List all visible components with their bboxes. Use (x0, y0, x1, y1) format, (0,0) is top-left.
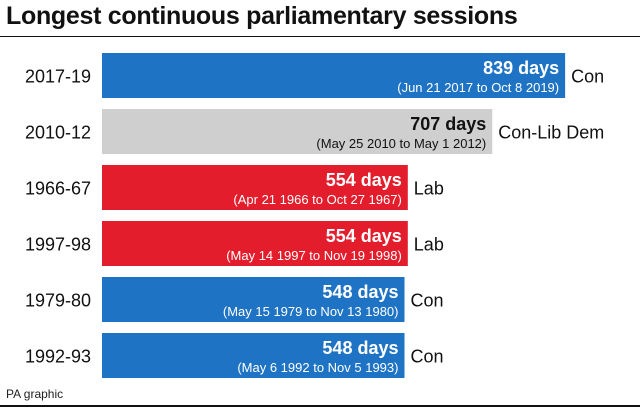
category-label: 1979-80 (25, 291, 91, 311)
party-label: Con (571, 67, 604, 87)
date-range-label: (May 15 1979 to Nov 13 1980) (223, 304, 399, 319)
date-range-label: (May 14 1997 to Nov 19 1998) (226, 248, 402, 263)
bar-chart: 2017-19 839 days (Jun 21 2017 to Oct 8 201… (25, 53, 604, 378)
title-divider (0, 36, 640, 37)
value-label: 839 days (483, 58, 559, 78)
date-range-label: (Jun 21 2017 to Oct 8 2019) (397, 80, 559, 95)
date-range-label: (May 25 2010 to May 1 2012) (316, 136, 486, 151)
party-label: Lab (414, 235, 444, 255)
footer-divider (0, 405, 640, 407)
category-label: 2010-12 (25, 123, 91, 143)
source-credit: PA graphic (6, 387, 64, 401)
bar (102, 333, 405, 378)
party-label: Con-Lib Dem (498, 123, 604, 143)
party-label: Con (410, 347, 443, 367)
category-label: 1992-93 (25, 347, 91, 367)
date-range-label: (May 6 1992 to Nov 5 1993) (237, 360, 398, 375)
bar (102, 277, 405, 322)
bar (102, 221, 408, 266)
value-label: 554 days (326, 226, 402, 246)
chart-title: Longest continuous parliamentary session… (6, 2, 518, 30)
value-label: 554 days (326, 170, 402, 190)
value-label: 548 days (322, 282, 398, 302)
party-label: Lab (414, 179, 444, 199)
value-label: 548 days (322, 338, 398, 358)
bar (102, 53, 566, 98)
bar (102, 165, 408, 210)
category-label: 1966-67 (25, 179, 91, 199)
category-label: 2017-19 (25, 67, 91, 87)
date-range-label: (Apr 21 1966 to Oct 27 1967) (233, 192, 401, 207)
value-label: 707 days (410, 114, 486, 134)
bar (102, 109, 493, 154)
party-label: Con (410, 291, 443, 311)
category-label: 1997-98 (25, 235, 91, 255)
